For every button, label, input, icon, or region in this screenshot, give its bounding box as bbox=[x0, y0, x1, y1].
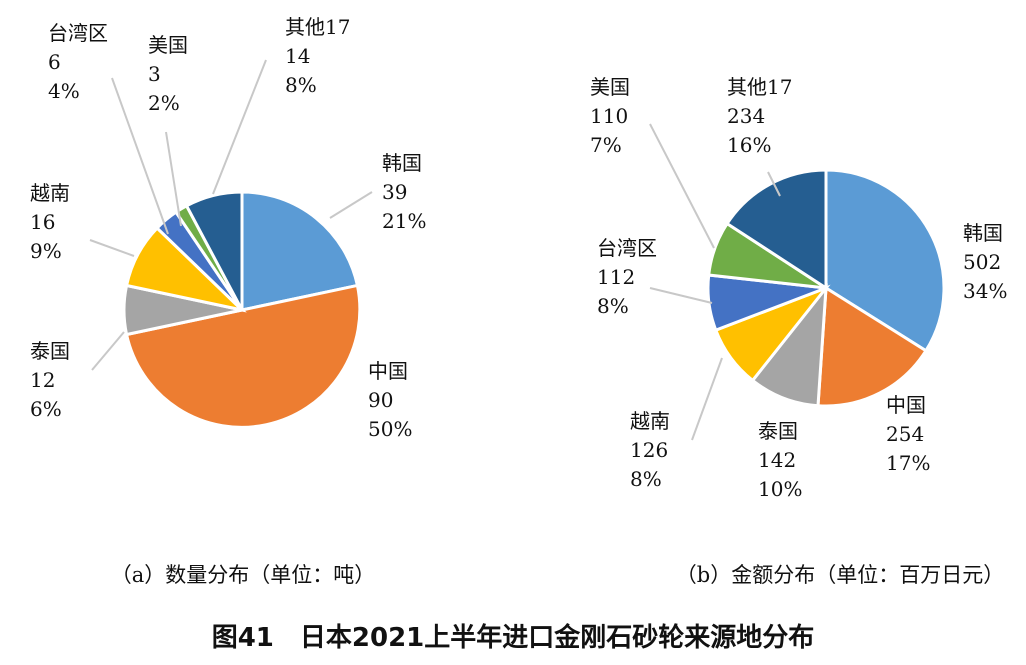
leader-line bbox=[649, 287, 713, 304]
slice-label: 美国 3 2% bbox=[148, 33, 188, 115]
caption-quantity: （a）数量分布（单位：吨） bbox=[111, 563, 376, 587]
pie-slice bbox=[240, 190, 360, 312]
pie-labels-amount: 韩国 502 34% 中国 254 17% 泰国 142 10% 越南 126 8% 台湾区 112 8% 美… bbox=[590, 75, 1007, 501]
caption-amount: （b）金额分布（单位：百万日元） bbox=[676, 563, 1004, 587]
slice-label: 韩国 39 21% bbox=[382, 151, 426, 233]
slice-label: 越南 16 9% bbox=[30, 181, 70, 263]
slice-label: 泰国 12 6% bbox=[30, 339, 70, 421]
pie-slice bbox=[816, 285, 929, 408]
leader-line bbox=[89, 239, 135, 257]
figure-title: 图41 日本2021上半年进口金刚石砂轮来源地分布 bbox=[212, 622, 815, 653]
leader-line bbox=[767, 171, 781, 197]
leader-line bbox=[649, 123, 715, 249]
slice-label: 泰国 142 10% bbox=[758, 419, 802, 501]
pie-chart-amount bbox=[706, 168, 946, 408]
leader-line bbox=[329, 191, 373, 219]
slice-label: 台湾区 112 8% bbox=[597, 236, 657, 318]
pie-slice bbox=[124, 283, 362, 429]
pie-slice bbox=[184, 190, 244, 311]
slice-label: 其他17 14 8% bbox=[285, 15, 350, 97]
slice-label: 台湾区 6 4% bbox=[48, 21, 108, 103]
pie-labels-quantity: 韩国 39 21% 中国 90 50% 泰国 12 6% 越南 16 9% 台湾区 6 4% 美国 3 2% 其他1… bbox=[30, 15, 426, 441]
leader-line bbox=[212, 59, 267, 195]
leader-line bbox=[91, 331, 125, 371]
leader-line bbox=[111, 77, 169, 235]
pie-chart-quantity bbox=[122, 190, 362, 429]
slice-label: 美国 110 7% bbox=[590, 75, 630, 157]
slice-label: 中国 254 17% bbox=[886, 393, 930, 475]
slice-label: 韩国 502 34% bbox=[963, 221, 1007, 303]
slice-label: 中国 90 50% bbox=[368, 359, 412, 441]
slice-label: 其他17 234 16% bbox=[727, 75, 792, 157]
leader-line bbox=[165, 131, 182, 227]
slice-label: 越南 126 8% bbox=[630, 409, 670, 491]
pie-slice bbox=[725, 168, 828, 291]
leader-line bbox=[691, 357, 723, 441]
